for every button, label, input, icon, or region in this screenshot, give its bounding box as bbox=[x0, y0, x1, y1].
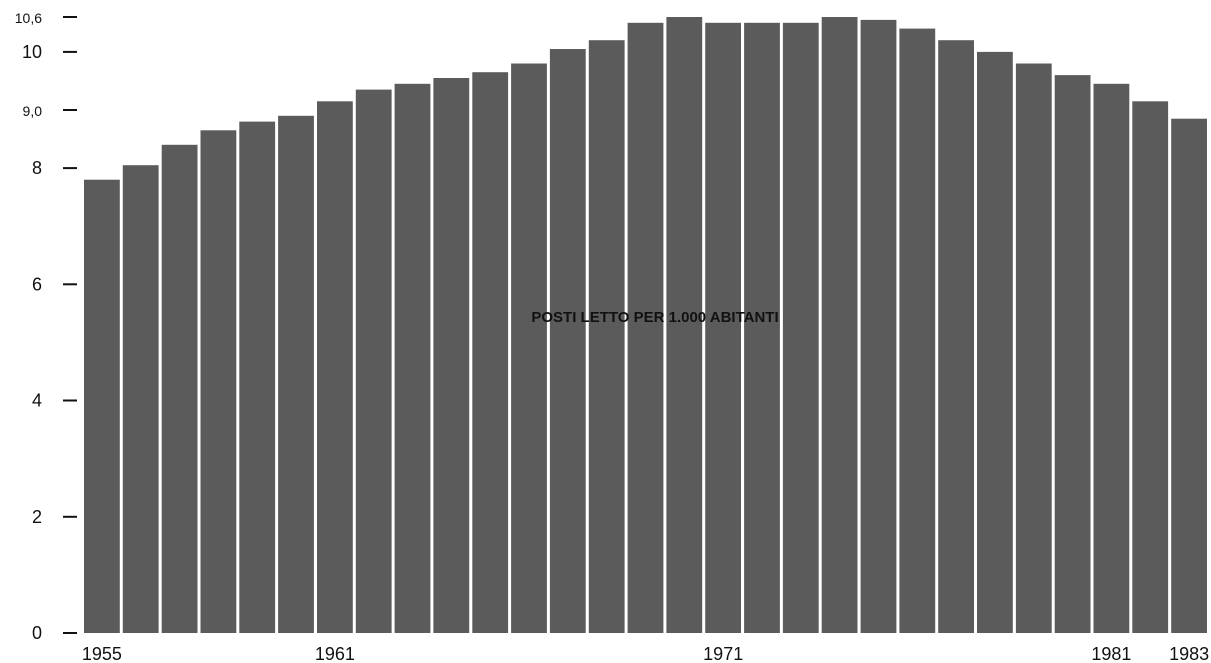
bar-1964 bbox=[433, 78, 470, 633]
bar-1962 bbox=[355, 89, 392, 634]
chart-annotation: POSTI LETTO PER 1.000 ABITANTI bbox=[531, 309, 778, 326]
bar-1961 bbox=[317, 101, 353, 634]
bar-1971 bbox=[705, 22, 741, 634]
bar-1977 bbox=[938, 40, 974, 633]
y-tick-label: 9,0 bbox=[23, 103, 43, 119]
bar-1955 bbox=[84, 179, 120, 633]
y-tick-label: 0 bbox=[32, 623, 42, 643]
bar-1979 bbox=[1015, 63, 1052, 633]
bar-1959 bbox=[239, 121, 276, 633]
bar-1978 bbox=[977, 51, 1013, 633]
bar-1965 bbox=[472, 72, 509, 633]
bar-1983 bbox=[1171, 118, 1207, 633]
bar-1982 bbox=[1132, 101, 1169, 634]
x-tick-label: 1971 bbox=[703, 644, 743, 663]
bar-1976 bbox=[899, 28, 936, 634]
x-tick-label: 1961 bbox=[315, 644, 355, 663]
x-tick-label: 1955 bbox=[82, 644, 122, 663]
bar-1956 bbox=[122, 165, 159, 633]
y-tick-label: 10 bbox=[22, 42, 42, 62]
bar-1969 bbox=[627, 22, 664, 634]
y-tick-label: 8 bbox=[32, 158, 42, 178]
bar-1957 bbox=[161, 144, 198, 634]
bar-1960 bbox=[278, 115, 314, 634]
bar-1958 bbox=[200, 130, 237, 634]
bar-1973 bbox=[782, 22, 819, 634]
bar-1970 bbox=[666, 17, 703, 633]
bar-1981 bbox=[1093, 83, 1130, 634]
y-axis: 0 2 4 6 8 9,0 10 10,6 bbox=[15, 10, 77, 643]
y-tick-label: 6 bbox=[32, 274, 42, 294]
bar-1972 bbox=[744, 22, 780, 634]
y-tick-label: 10,6 bbox=[15, 10, 42, 26]
x-tick-label: 1983 bbox=[1169, 644, 1209, 663]
x-axis: 1955 1961 1971 1981 1983 bbox=[82, 644, 1209, 663]
x-tick-label: 1981 bbox=[1091, 644, 1131, 663]
bar-1980 bbox=[1054, 75, 1091, 634]
y-tick-label: 2 bbox=[32, 507, 42, 527]
bar-1975 bbox=[860, 19, 897, 633]
bar-1967 bbox=[549, 49, 586, 633]
bar-1968 bbox=[588, 40, 625, 633]
bar-1963 bbox=[394, 83, 431, 634]
bars bbox=[84, 17, 1207, 634]
bar-1974 bbox=[821, 17, 858, 633]
y-tick-label: 4 bbox=[32, 391, 42, 411]
bar-1966 bbox=[511, 63, 547, 633]
